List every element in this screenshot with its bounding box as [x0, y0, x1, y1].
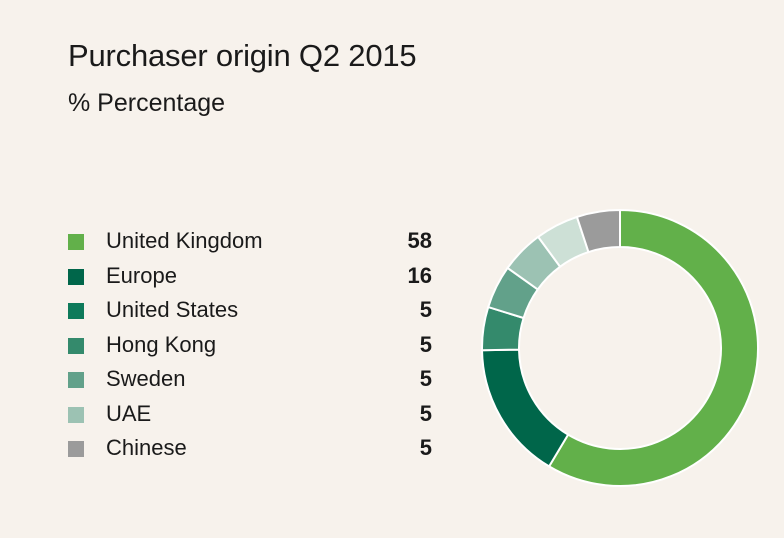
legend-item-united-states: United States 5	[68, 295, 432, 330]
donut-slice-united-kingdom	[547, 208, 759, 487]
legend-item-sweden: Sweden 5	[68, 364, 432, 399]
legend-item-united-kingdom: United Kingdom 58	[68, 226, 432, 261]
chart-subtitle: % Percentage	[68, 89, 226, 117]
legend-value: 5	[419, 400, 432, 426]
legend-swatch	[68, 372, 84, 388]
legend-swatch	[68, 303, 84, 319]
legend-swatch	[68, 234, 84, 250]
legend-swatch	[68, 337, 84, 354]
legend-label: Chinese	[106, 435, 187, 460]
legend-value: 5	[419, 366, 432, 391]
legend-value: 5	[419, 331, 432, 357]
legend-item-chinese: Chinese 5	[68, 433, 432, 468]
legend-swatch	[68, 268, 84, 285]
chart-title: Purchaser origin Q2 2015	[68, 38, 417, 73]
donut-slice-chinese	[575, 208, 621, 254]
legend-item-europe: Europe 16	[68, 261, 432, 296]
legend-label: Sweden	[106, 366, 186, 391]
donut-slice-europe	[481, 348, 570, 468]
chart-legend: United Kingdom 58 Europe 16 United State…	[68, 226, 432, 468]
legend-value: 16	[407, 262, 432, 288]
legend-swatch	[68, 441, 84, 457]
legend-value: 5	[419, 435, 432, 460]
legend-item-uae: UAE 5	[68, 399, 432, 434]
donut-chart	[481, 208, 759, 487]
legend-item-hong-kong: Hong Kong 5	[68, 330, 432, 365]
legend-label: Hong Kong	[106, 331, 217, 357]
legend-label: UAE	[106, 400, 152, 426]
legend-label: United Kingdom	[106, 228, 263, 253]
legend-swatch	[68, 406, 84, 423]
legend-value: 5	[419, 297, 432, 322]
legend-label: Europe	[106, 262, 177, 288]
legend-label: United States	[106, 297, 239, 322]
legend-value: 58	[407, 228, 432, 253]
